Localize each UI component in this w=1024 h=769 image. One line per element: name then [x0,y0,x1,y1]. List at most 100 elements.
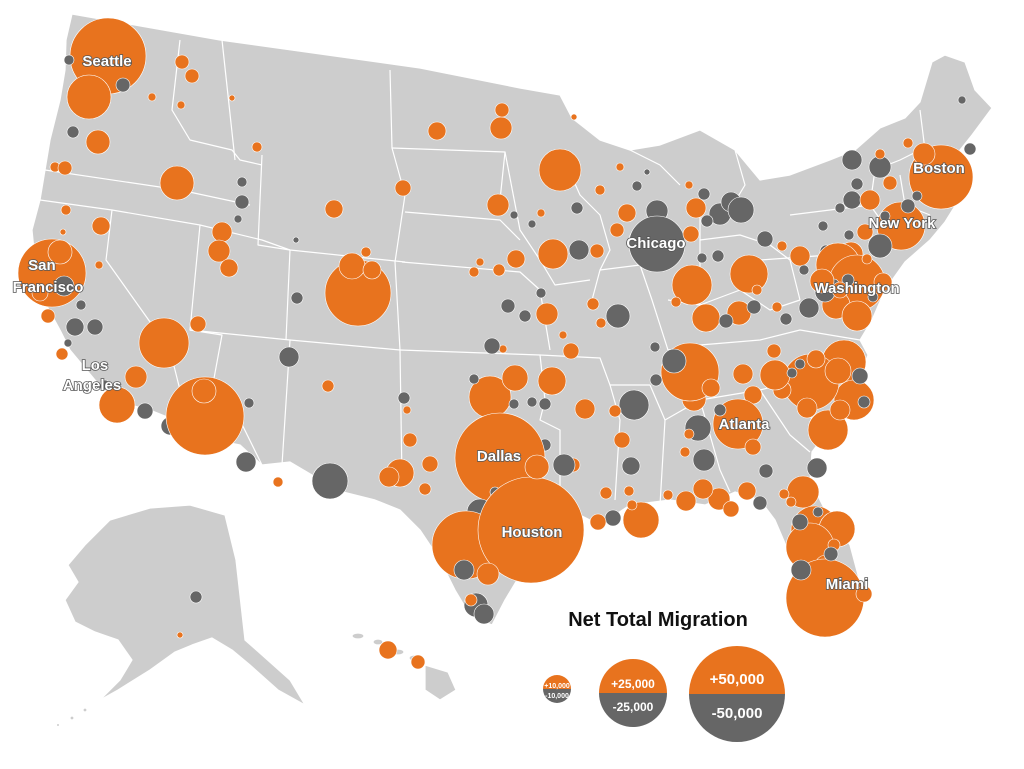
migration-gain-bubble [338,252,366,280]
migration-loss-bubble [806,457,828,479]
migration-gain-bubble [623,485,635,497]
migration-loss-bubble [711,249,725,263]
migration-loss-bubble [817,220,829,232]
migration-loss-bubble [509,210,519,220]
legend-small-gain [543,675,571,689]
migration-loss-bubble [527,219,537,229]
legend-large-gain [689,646,785,694]
migration-gain-bubble [683,428,695,440]
migration-gain-bubble [418,482,432,496]
migration-gain-bubble [831,281,849,299]
migration-loss-bubble [508,398,520,410]
migration-gain-bubble [524,454,550,480]
migration-gain-bubble [599,486,613,500]
migration-loss-bubble [66,125,80,139]
migration-gain-bubble [873,272,893,292]
migration-gain-bubble [771,301,783,313]
migration-gain-bubble [796,397,818,419]
migration-gain-bubble [475,257,485,267]
migration-loss-bubble [718,313,734,329]
migration-loss-bubble [643,168,651,176]
migration-gain-bubble [85,129,111,155]
legend-medium-loss-label: -25,000 [613,700,654,714]
city-label-chicago: Chicago [626,235,685,252]
migration-gain-bubble [60,204,72,216]
migration-gain-bubble [608,404,622,418]
migration-gain-bubble [722,500,740,518]
migration-loss-bubble [713,403,727,417]
migration-gain-bubble [824,357,852,385]
migration-loss-bubble [696,252,708,264]
city-label-san-francisco: San Francisco [13,257,84,296]
legend-small-loss-label: -10,000 [545,693,569,700]
migration-loss-bubble [700,214,714,228]
migration-gain-bubble [31,284,49,302]
legend: Net Total Migration +10,000 -10,000 +25,… [543,609,785,742]
migration-loss-bubble [53,275,75,297]
aleutian-islands [55,707,88,728]
legend-size-medium: +25,000 -25,000 [599,659,667,727]
migration-loss-bubble [779,312,793,326]
migration-loss-bubble [621,456,641,476]
migration-loss-bubble [794,358,806,370]
migration-gain-bubble [701,378,721,398]
city-label-seattle: Seattle [82,53,131,70]
city-label-dallas: Dallas [477,448,521,465]
migration-loss-bubble [911,190,923,202]
migration-loss-bubble [867,233,893,259]
migration-loss-bubble [790,559,812,581]
migration-loss-bubble [798,264,810,276]
migration-gain-bubble [776,240,788,252]
migration-gain-bubble [685,197,707,219]
migration-gain-bubble [785,496,797,508]
migration-gain-bubble [40,308,56,324]
migration-gain-bubble [744,438,762,456]
migration-gain-bubble [855,585,873,603]
city-label-boston: Boston [913,160,965,177]
migration-gain-bubble [589,243,605,259]
migration-gain-bubble [427,121,447,141]
migration-gain-bubble [670,296,682,308]
migration-gain-bubble [589,513,607,531]
city-label-los-angeles: Los Angeles [63,357,121,394]
migration-bubbles [17,17,977,670]
migration-loss-bubble [697,187,711,201]
migration-loss-bubble [473,603,495,625]
migration-gain-bubble [595,317,607,329]
migration-gain-bubble [394,179,412,197]
migration-loss-bubble [483,337,501,355]
migration-loss-bubble [900,198,916,214]
migration-gain-bubble [55,347,69,361]
migration-gain-bubble [882,175,898,191]
migration-loss-bubble [538,397,552,411]
migration-loss-bubble [500,298,516,314]
migration-loss-bubble [75,299,87,311]
migration-gain-bubble [626,499,638,511]
migration-loss-bubble [628,215,686,273]
migration-gain-bubble [492,263,506,277]
legend-medium-gain [599,659,667,693]
migration-loss-bubble [235,451,257,473]
migration-loss-bubble [99,379,111,391]
migration-gain-bubble [494,102,510,118]
migration-gain-bubble [421,455,439,473]
migration-gain-bubble [874,148,886,160]
migration-loss-bubble [234,194,250,210]
migration-loss-bubble [115,77,131,93]
migration-gain-bubble [184,68,200,84]
migration-loss-bubble [243,397,255,409]
migration-gain-bubble [684,180,694,190]
migration-gain-bubble [159,165,195,201]
migration-loss-bubble [834,202,846,214]
migration-gain-bubble [362,260,382,280]
migration-gain-bubble [538,148,582,192]
migration-loss-bubble [453,559,475,581]
migration-gain-bubble [165,376,245,456]
migration-gain-bubble [675,490,697,512]
migration-gain-bubble [859,189,881,211]
migration-gain-bubble [47,239,73,265]
migration-gain-bubble [468,266,480,278]
migration-loss-bubble [568,239,590,261]
migration-gain-bubble [324,199,344,219]
